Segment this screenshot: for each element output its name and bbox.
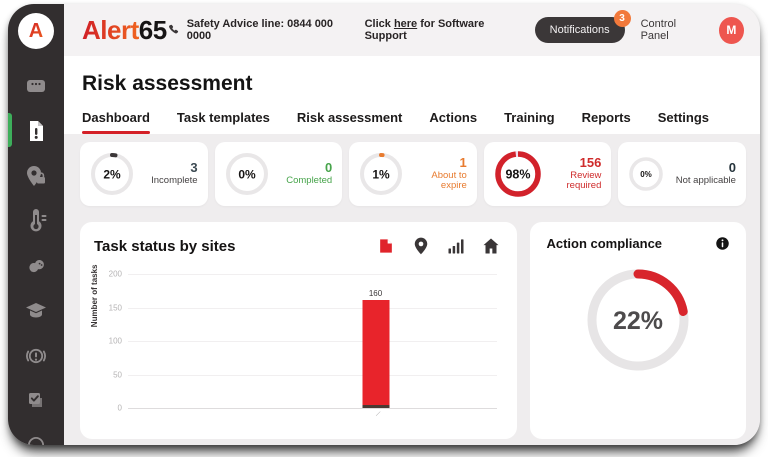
svg-text:2%: 2% (103, 168, 121, 182)
notifications-button[interactable]: Notifications (534, 17, 625, 43)
brand-wordmark[interactable]: Alert65 (82, 15, 167, 46)
action-compliance-title: Action compliance (546, 236, 663, 251)
app-window: A (8, 4, 760, 445)
pin-lock-icon (27, 165, 45, 186)
peanut-icon (29, 259, 44, 272)
tab-task-templates[interactable]: Task templates (176, 110, 270, 125)
sidebar-item-risk-assessment[interactable] (8, 108, 64, 153)
stat-card-not-applicable[interactable]: 0% 0 Not applicable (618, 142, 746, 206)
task-check-icon (29, 392, 42, 407)
tab-actions[interactable]: Actions (429, 110, 478, 125)
main-content: Risk assessment Dashboard Task templates… (64, 56, 760, 445)
top-bar: Alert65 Safety Advice line: 0844 000 000… (64, 4, 760, 56)
tab-risk-assessment[interactable]: Risk assessment (296, 110, 403, 125)
sidebar-item-tasks[interactable] (8, 378, 64, 423)
headset-icon (28, 436, 44, 445)
not-applicable-count: 0 (728, 160, 736, 176)
document-alert-icon (30, 120, 43, 141)
tab-dashboard[interactable]: Dashboard (82, 110, 150, 134)
stat-card-about-to-expire[interactable]: 1% 1 About to expire (349, 142, 477, 206)
brand-secondary: 65 (138, 14, 167, 45)
bar-site-1[interactable]: 160 — (362, 289, 390, 418)
completed-label: Completed (286, 175, 333, 186)
stat-card-incomplete[interactable]: 2% 3 Incomplete (80, 142, 208, 206)
tab-reports[interactable]: Reports (581, 110, 631, 125)
sidebar-item-messages[interactable] (8, 63, 64, 108)
sidebar-nav (8, 63, 64, 445)
graduation-cap-icon (26, 302, 46, 317)
tab-training[interactable]: Training (504, 110, 555, 125)
phone-icon (168, 24, 178, 34)
incident-alert-icon (26, 348, 46, 363)
svg-text:0%: 0% (238, 168, 256, 182)
action-compliance-donut: 22% (587, 269, 689, 371)
brand-primary: Alert (82, 14, 139, 45)
brand-monogram: A (28, 19, 44, 42)
task-status-chart-card: Task status by sites Number of tasks 200… (80, 222, 518, 439)
x-tick-label: — (374, 409, 383, 419)
page-title: Risk assessment (82, 72, 253, 95)
signal-bars-filter-icon[interactable] (446, 236, 466, 256)
thermometer-icon (30, 208, 47, 231)
sidebar-item-temperature[interactable] (8, 198, 64, 243)
message-card-icon (27, 79, 45, 92)
stat-cards-row: 2% 3 Incomplete 0% 0 Completed (80, 142, 746, 206)
control-panel-link[interactable]: Control Panel (640, 18, 677, 42)
user-avatar[interactable]: M (718, 16, 744, 44)
sidebar: A (8, 4, 64, 445)
action-compliance-card: Action compliance 22% (530, 222, 746, 439)
bar-chart: Number of tasks 200 150 100 50 0 160 — (90, 265, 501, 422)
not-applicable-label: Not applicable (675, 175, 736, 186)
completed-ring: 0% (225, 153, 268, 195)
home-filter-icon[interactable] (481, 236, 501, 256)
software-support-text: Click here for Software Support (364, 18, 485, 42)
sidebar-item-allergens[interactable] (8, 243, 64, 288)
incomplete-count: 3 (190, 160, 198, 176)
bar-value-label: 160 (368, 289, 383, 298)
safety-advice-line: Safety Advice line: 0844 000 0000 (167, 18, 349, 42)
safety-advice-text: Safety Advice line: 0844 000 0000 (186, 18, 334, 42)
support-link[interactable]: here (393, 18, 418, 30)
about-to-expire-ring: 1% (360, 153, 403, 195)
svg-text:22%: 22% (613, 307, 663, 335)
tab-bar: Dashboard Task templates Risk assessment… (82, 110, 740, 134)
about-to-expire-label: About to expire (431, 169, 467, 192)
brand-logo[interactable]: A (18, 13, 54, 49)
sidebar-item-training[interactable] (8, 288, 64, 333)
incomplete-label: Incomplete (151, 175, 198, 186)
chart-title: Task status by sites (94, 237, 236, 255)
svg-text:98%: 98% (505, 168, 530, 182)
active-indicator (8, 113, 12, 147)
y-axis-label: Number of tasks (90, 264, 99, 328)
review-required-count: 156 (579, 154, 602, 170)
review-required-label: Review required (566, 169, 602, 192)
svg-text:0%: 0% (641, 170, 653, 179)
stat-card-review-required[interactable]: 98% 156 Review required (483, 142, 612, 206)
shield-doc-filter-icon[interactable] (376, 236, 396, 256)
about-to-expire-count: 1 (459, 154, 467, 170)
notifications-badge: 3 (613, 10, 631, 27)
page-header: Risk assessment Dashboard Task templates… (64, 56, 760, 134)
info-icon[interactable] (715, 236, 730, 251)
svg-text:1%: 1% (373, 168, 391, 182)
review-required-ring: 98% (495, 151, 541, 197)
not-applicable-ring: 0% (629, 157, 664, 191)
location-pin-filter-icon[interactable] (411, 236, 431, 256)
completed-count: 0 (324, 160, 333, 176)
stat-card-completed[interactable]: 0% 0 Completed (214, 142, 343, 206)
sidebar-item-sites[interactable] (8, 153, 64, 198)
sidebar-item-support[interactable] (8, 423, 64, 445)
sidebar-item-incidents[interactable] (8, 333, 64, 378)
incomplete-ring: 2% (91, 153, 133, 195)
tab-settings[interactable]: Settings (657, 110, 710, 125)
